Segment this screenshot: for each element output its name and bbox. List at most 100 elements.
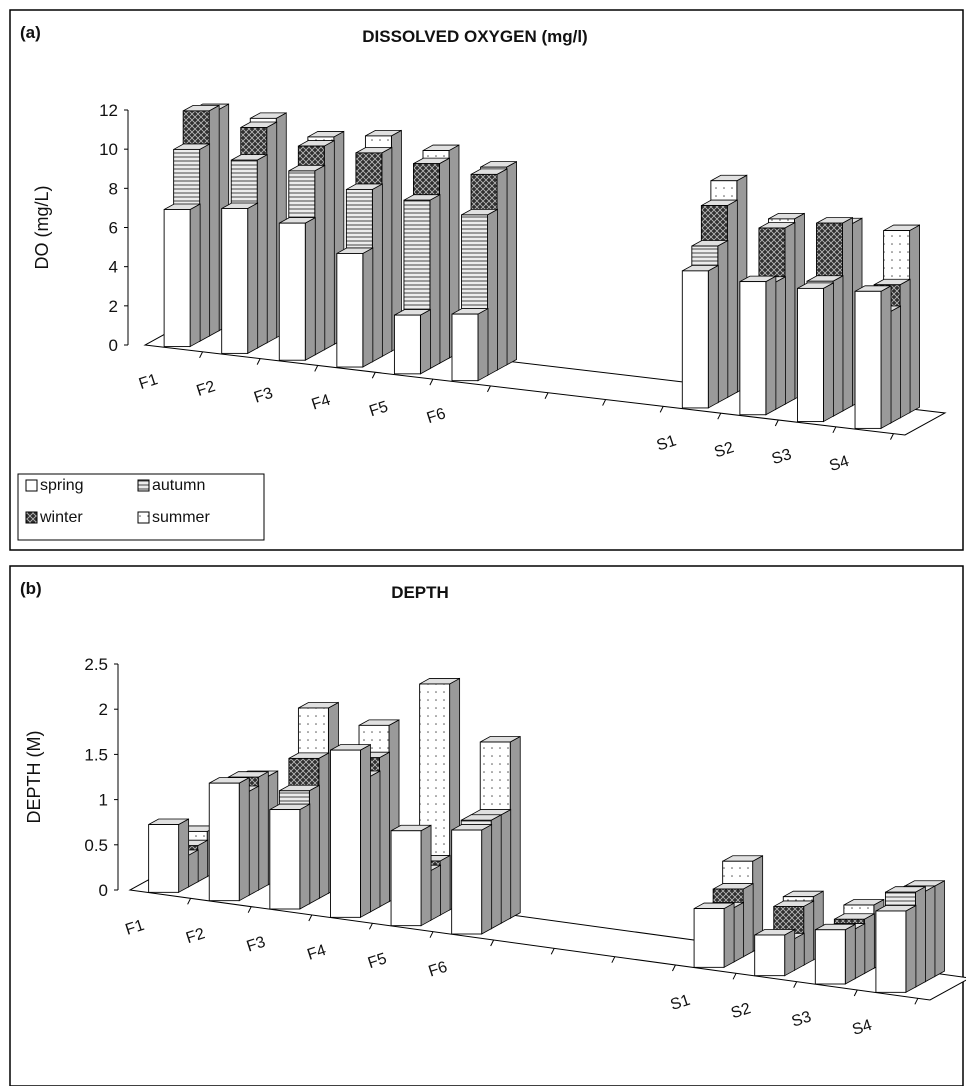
- legend-label: autumn: [152, 477, 205, 494]
- chart-panel-a: (a) DISSOLVED OXYGEN (mg/l) 0 2 4 6 8 10 12 DO (m…: [9, 9, 964, 551]
- bar-spring-F6: [451, 823, 493, 935]
- y-tick-label: 2: [109, 297, 118, 316]
- y-tick-label: 1: [99, 791, 108, 810]
- bar-front-face: [163, 209, 191, 348]
- legend-label: summer: [152, 509, 210, 526]
- y-axis-label: DEPTH (M): [24, 731, 44, 824]
- bar-side-face: [496, 168, 508, 371]
- bar-side-face: [420, 308, 431, 375]
- x-tick-mark: [550, 948, 555, 955]
- bar-front-face: [693, 908, 725, 968]
- x-tick-mark: [793, 981, 798, 988]
- bar-spring-F4: [336, 247, 374, 368]
- legend-swatch: [137, 511, 150, 524]
- bar-side-face: [257, 771, 269, 891]
- x-tick-mark: [368, 923, 373, 930]
- x-category-label: S2: [729, 1000, 753, 1022]
- bar-side-face: [733, 901, 745, 963]
- bar-spring-F4: [330, 743, 371, 919]
- bar-side-face: [371, 183, 383, 363]
- bar-front-face: [390, 830, 422, 927]
- bar-side-face: [924, 885, 936, 983]
- y-tick-label: 4: [109, 258, 118, 277]
- x-tick-mark: [187, 898, 192, 905]
- legend-item-winter: winter: [25, 509, 83, 526]
- bar-side-face: [199, 143, 211, 343]
- bar-side-face: [318, 752, 330, 900]
- x-tick-mark: [602, 399, 607, 406]
- bar-side-face: [832, 275, 844, 418]
- bar-spring-S2: [754, 928, 796, 977]
- bar-front-face: [208, 782, 240, 902]
- x-category-label: F4: [305, 942, 328, 964]
- panel-label: (b): [20, 579, 42, 598]
- bar-side-face: [863, 913, 875, 975]
- bar-front-face: [451, 313, 479, 382]
- bar-side-face: [506, 160, 517, 366]
- bar-side-face: [487, 208, 498, 377]
- x-tick-mark: [890, 433, 894, 440]
- y-tick-label: 0.5: [84, 836, 108, 855]
- x-tick-mark: [247, 906, 252, 913]
- bar-side-face: [707, 264, 719, 409]
- bar-side-face: [899, 278, 911, 419]
- x-tick-mark: [853, 989, 858, 997]
- bar-spring-S3: [814, 923, 856, 985]
- y-tick-label: 2.5: [84, 655, 108, 674]
- x-tick-mark: [371, 372, 376, 379]
- bar-side-face: [308, 784, 320, 905]
- x-category-label: F2: [184, 925, 207, 947]
- bar-side-face: [784, 928, 796, 977]
- bar-side-face: [934, 880, 945, 978]
- bar-side-face: [717, 239, 729, 404]
- bar-front-face: [148, 824, 180, 893]
- bar-side-face: [299, 803, 311, 910]
- x-tick-mark: [256, 358, 261, 365]
- x-category-label: F6: [426, 959, 449, 981]
- x-tick-mark: [611, 956, 616, 963]
- x-tick-mark: [308, 914, 313, 922]
- legend-item-autumn: autumn: [137, 477, 205, 494]
- legend-swatch: [25, 479, 38, 492]
- bar-side-face: [742, 882, 754, 958]
- x-category-label: S1: [655, 432, 679, 454]
- bar-front-face: [336, 252, 364, 368]
- bar-spring-F2: [221, 202, 259, 355]
- bar-front-face: [739, 281, 767, 416]
- x-category-label: S3: [790, 1008, 814, 1030]
- bar-side-face: [500, 808, 512, 925]
- y-tick-label: 0: [99, 881, 108, 900]
- bar-side-face: [793, 932, 805, 972]
- bar-side-face: [844, 923, 856, 985]
- bar-side-face: [430, 864, 441, 922]
- bar-side-face: [208, 104, 220, 337]
- bar-side-face: [909, 224, 921, 414]
- bar-side-face: [905, 904, 917, 994]
- bar-side-face: [765, 275, 777, 416]
- bar-side-face: [854, 922, 866, 980]
- bar-side-face: [266, 121, 278, 344]
- x-tick-mark: [659, 406, 664, 413]
- bar-side-face: [178, 818, 190, 894]
- x-category-label: S4: [850, 1017, 874, 1039]
- bar-side-face: [429, 194, 441, 370]
- bar-side-face: [323, 139, 335, 351]
- x-tick-mark: [544, 392, 549, 399]
- x-category-label: F3: [252, 385, 275, 407]
- x-category-label: S4: [827, 453, 851, 475]
- y-tick-label: 12: [99, 101, 118, 120]
- x-category-label: F5: [367, 398, 390, 420]
- bar-side-face: [256, 153, 268, 349]
- x-tick-mark: [314, 365, 319, 372]
- bar-front-face: [854, 290, 882, 429]
- x-tick-mark: [429, 931, 434, 938]
- bar-side-face: [304, 216, 316, 361]
- x-tick-mark: [732, 973, 737, 980]
- bar-front-face: [330, 749, 361, 918]
- bar-side-face: [238, 776, 250, 902]
- bar-side-face: [915, 885, 926, 988]
- bar-side-face: [784, 221, 796, 405]
- bar-front-face: [797, 287, 824, 423]
